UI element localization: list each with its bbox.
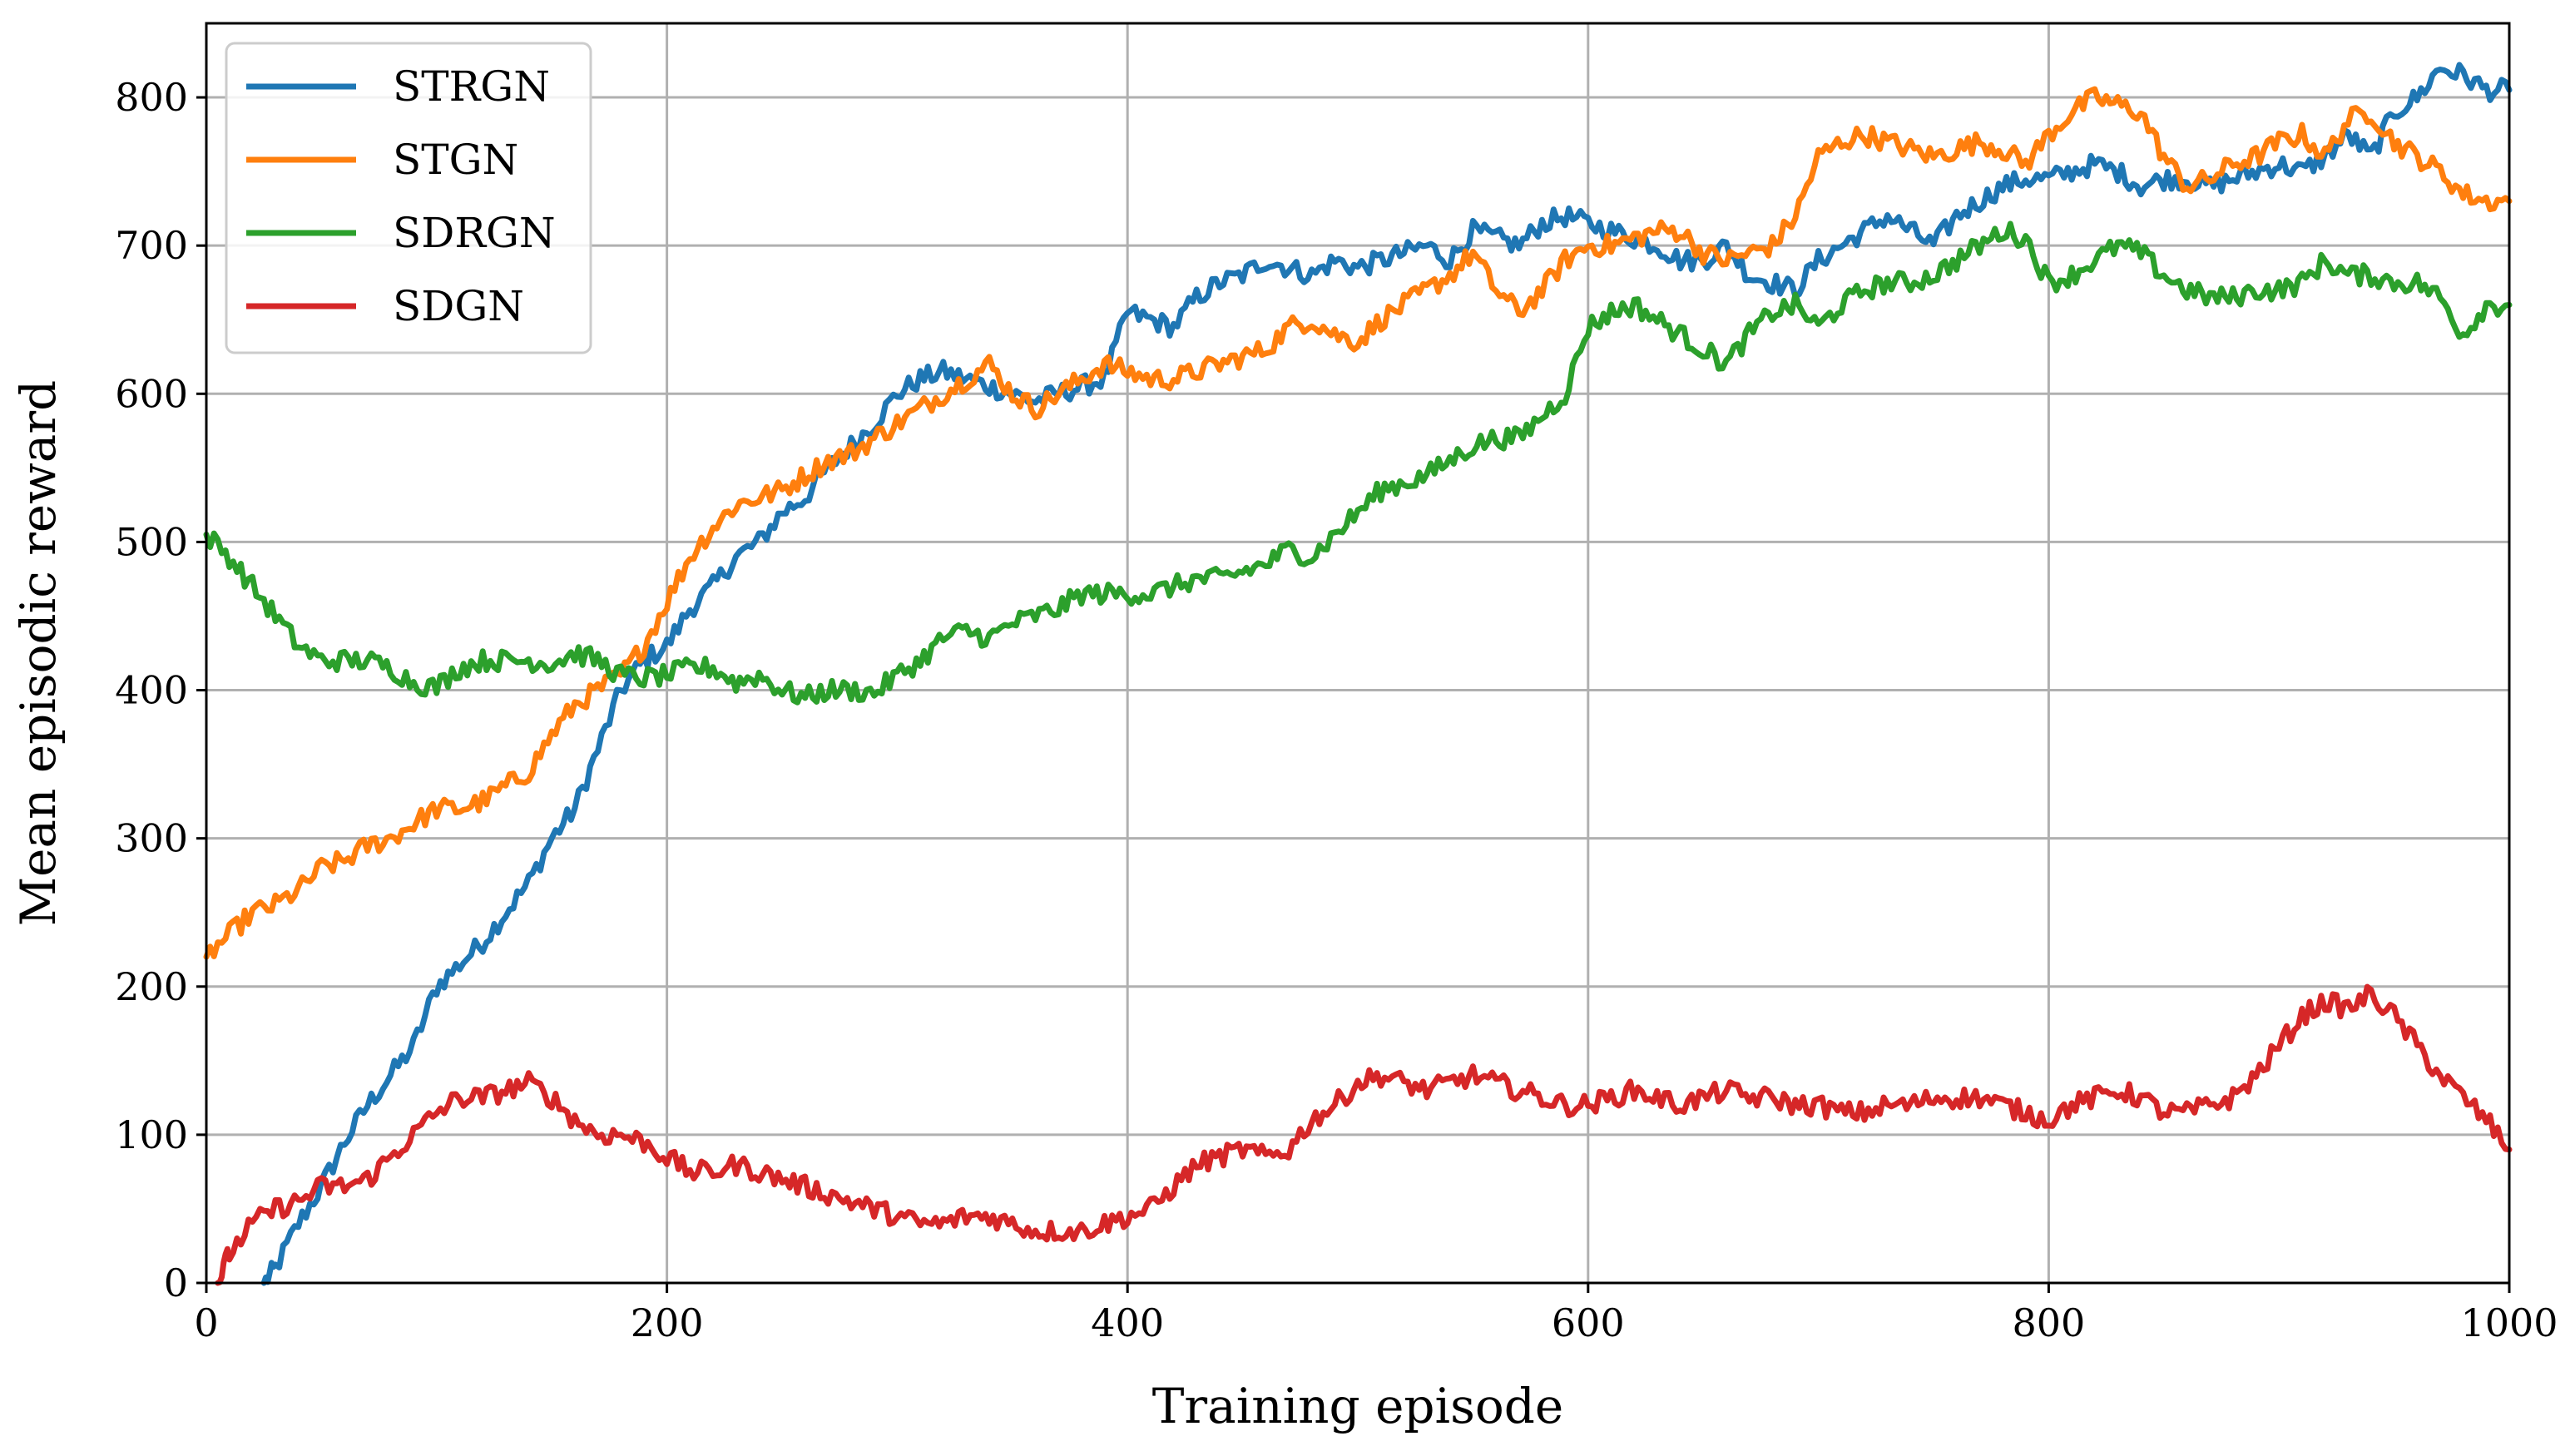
x-tick-label: 600 [1552, 1300, 1625, 1345]
y-tick-label: 400 [115, 668, 188, 713]
axis-ticks: 0 200 400 600 800 1000 0 100 200 300 400 500 600 700 8… [115, 75, 2558, 1345]
legend-box [225, 42, 592, 354]
series-line-stgn [203, 86, 2513, 960]
legend-entry: STRGN [393, 62, 550, 111]
y-tick-label: 0 [164, 1260, 188, 1305]
x-tick-label: 1000 [2460, 1300, 2558, 1345]
x-tick-label: 200 [631, 1300, 704, 1345]
series-line-sdgn [215, 983, 2513, 1286]
y-tick-label: 600 [115, 371, 188, 416]
series-lines [203, 62, 2513, 1286]
y-tick-label: 200 [115, 964, 188, 1009]
x-tick-label: 0 [194, 1300, 218, 1345]
x-tick-label: 400 [1091, 1300, 1164, 1345]
x-tick-label: 800 [2012, 1300, 2085, 1345]
y-axis-label: Mean episodic reward [10, 380, 67, 927]
plot-frame [205, 22, 2511, 1285]
legend: STRGN STGN SDRGN SDGN [225, 42, 592, 354]
x-axis-label: Training episode [1152, 1378, 1564, 1434]
y-tick-label: 700 [115, 223, 188, 268]
legend-entry: SDRGN [393, 209, 556, 257]
y-tick-label: 500 [115, 519, 188, 564]
legend-entry: STGN [393, 136, 518, 184]
series-line-strgn [260, 62, 2513, 1286]
y-tick-label: 300 [115, 816, 188, 861]
y-tick-label: 800 [115, 75, 188, 120]
legend-entry: SDGN [393, 282, 524, 330]
y-tick-label: 100 [115, 1112, 188, 1157]
series-line-sdrgn [203, 220, 2513, 706]
